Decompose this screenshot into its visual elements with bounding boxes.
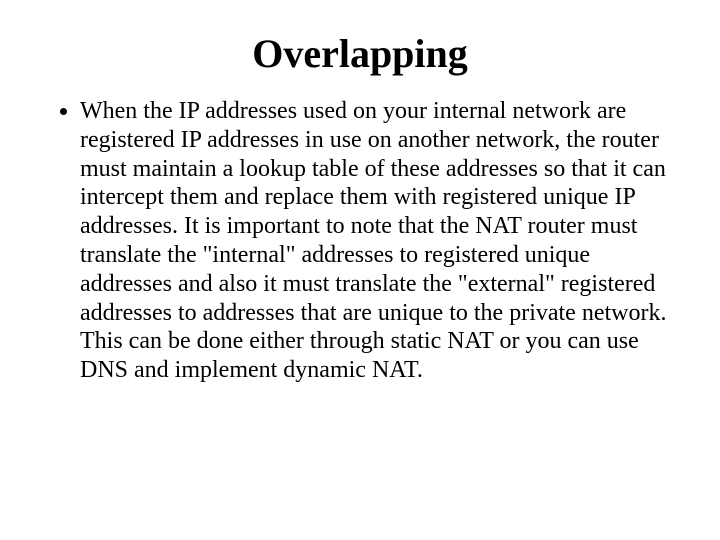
slide-title: Overlapping xyxy=(50,30,670,77)
bullet-list: When the IP addresses used on your inter… xyxy=(50,97,670,385)
slide: Overlapping When the IP addresses used o… xyxy=(0,0,720,540)
bullet-item: When the IP addresses used on your inter… xyxy=(80,97,670,385)
